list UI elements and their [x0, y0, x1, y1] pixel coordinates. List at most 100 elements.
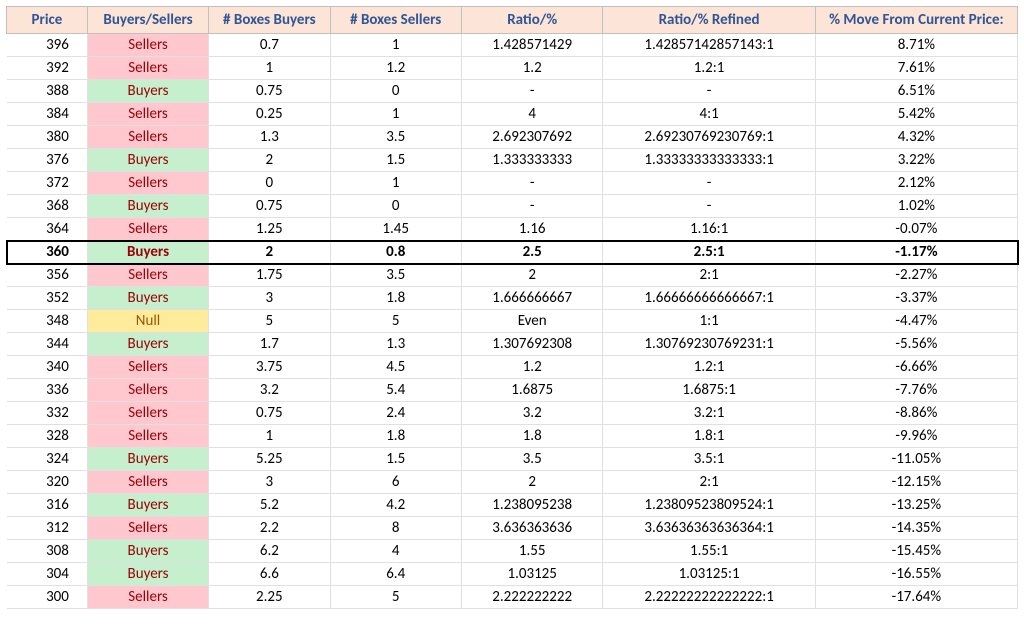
cell-rref[interactable]: 1.16:1 [603, 218, 815, 241]
cell-bs[interactable]: Sellers [87, 471, 208, 494]
cell-nbs[interactable]: 1 [330, 172, 461, 195]
cell-nbb[interactable]: 6.2 [209, 540, 330, 563]
table-row[interactable]: 368Buyers0.750--1.02% [7, 195, 1018, 218]
cell-move[interactable]: 3.22% [815, 149, 1017, 172]
cell-ratio[interactable]: - [461, 195, 603, 218]
cell-ratio[interactable]: 2 [461, 264, 603, 287]
cell-move[interactable]: -15.45% [815, 540, 1017, 563]
cell-nbb[interactable]: 3 [209, 471, 330, 494]
col-nbb[interactable]: # Boxes Buyers [209, 7, 330, 34]
cell-nbs[interactable]: 1.5 [330, 149, 461, 172]
cell-price[interactable]: 304 [7, 563, 88, 586]
cell-bs[interactable]: Sellers [87, 172, 208, 195]
cell-move[interactable]: -12.15% [815, 471, 1017, 494]
cell-nbb[interactable]: 1.3 [209, 126, 330, 149]
cell-nbs[interactable]: 5 [330, 586, 461, 609]
cell-bs[interactable]: Buyers [87, 494, 208, 517]
cell-bs[interactable]: Buyers [87, 287, 208, 310]
cell-nbb[interactable]: 2.2 [209, 517, 330, 540]
cell-bs[interactable]: Sellers [87, 425, 208, 448]
table-row[interactable]: 388Buyers0.750--6.51% [7, 80, 1018, 103]
cell-rref[interactable]: 1.2:1 [603, 356, 815, 379]
col-ratio[interactable]: Ratio/% [461, 7, 603, 34]
table-row[interactable]: 320Sellers3622:1-12.15% [7, 471, 1018, 494]
cell-nbb[interactable]: 0.7 [209, 34, 330, 57]
cell-ratio[interactable]: 3.2 [461, 402, 603, 425]
cell-move[interactable]: 7.61% [815, 57, 1017, 80]
cell-bs[interactable]: Sellers [87, 356, 208, 379]
table-row[interactable]: 380Sellers1.33.52.6923076922.69230769230… [7, 126, 1018, 149]
cell-nbs[interactable]: 6.4 [330, 563, 461, 586]
table-row[interactable]: 396Sellers0.711.4285714291.4285714285714… [7, 34, 1018, 57]
table-row[interactable]: 300Sellers2.2552.2222222222.222222222222… [7, 586, 1018, 609]
cell-ratio[interactable]: Even [461, 310, 603, 333]
cell-bs[interactable]: Sellers [87, 379, 208, 402]
cell-nbb[interactable]: 1.25 [209, 218, 330, 241]
cell-price[interactable]: 312 [7, 517, 88, 540]
col-bs[interactable]: Buyers/Sellers [87, 7, 208, 34]
cell-nbb[interactable]: 3.2 [209, 379, 330, 402]
table-row[interactable]: 332Sellers0.752.43.23.2:1-8.86% [7, 402, 1018, 425]
cell-rref[interactable]: 1.55:1 [603, 540, 815, 563]
cell-nbs[interactable]: 3.5 [330, 126, 461, 149]
cell-nbs[interactable]: 2.4 [330, 402, 461, 425]
cell-price[interactable]: 332 [7, 402, 88, 425]
cell-price[interactable]: 352 [7, 287, 88, 310]
cell-nbb[interactable]: 3 [209, 287, 330, 310]
cell-price[interactable]: 380 [7, 126, 88, 149]
cell-move[interactable]: -17.64% [815, 586, 1017, 609]
cell-nbb[interactable]: 0.75 [209, 80, 330, 103]
cell-nbs[interactable]: 1.8 [330, 425, 461, 448]
cell-bs[interactable]: Buyers [87, 540, 208, 563]
cell-nbs[interactable]: 1.3 [330, 333, 461, 356]
col-move[interactable]: % Move From Current Price: [815, 7, 1017, 34]
table-row[interactable]: 356Sellers1.753.522:1-2.27% [7, 264, 1018, 287]
cell-ratio[interactable]: 2 [461, 471, 603, 494]
table-row[interactable]: 340Sellers3.754.51.21.2:1-6.66% [7, 356, 1018, 379]
cell-bs[interactable]: Buyers [87, 563, 208, 586]
cell-rref[interactable]: 3.5:1 [603, 448, 815, 471]
cell-move[interactable]: 6.51% [815, 80, 1017, 103]
cell-move[interactable]: 8.71% [815, 34, 1017, 57]
cell-rref[interactable]: 1.03125:1 [603, 563, 815, 586]
cell-price[interactable]: 320 [7, 471, 88, 494]
cell-bs[interactable]: Buyers [87, 195, 208, 218]
cell-move[interactable]: -2.27% [815, 264, 1017, 287]
cell-move[interactable]: -4.47% [815, 310, 1017, 333]
cell-rref[interactable]: 1:1 [603, 310, 815, 333]
cell-move[interactable]: 4.32% [815, 126, 1017, 149]
cell-ratio[interactable]: 1.307692308 [461, 333, 603, 356]
cell-price[interactable]: 368 [7, 195, 88, 218]
cell-price[interactable]: 384 [7, 103, 88, 126]
cell-ratio[interactable]: 3.5 [461, 448, 603, 471]
cell-price[interactable]: 356 [7, 264, 88, 287]
cell-price[interactable]: 336 [7, 379, 88, 402]
cell-move[interactable]: -8.86% [815, 402, 1017, 425]
cell-price[interactable]: 348 [7, 310, 88, 333]
cell-nbs[interactable]: 5 [330, 310, 461, 333]
cell-rref[interactable]: - [603, 195, 815, 218]
cell-ratio[interactable]: 1.2 [461, 356, 603, 379]
cell-nbb[interactable]: 6.6 [209, 563, 330, 586]
cell-ratio[interactable]: 1.55 [461, 540, 603, 563]
cell-move[interactable]: -9.96% [815, 425, 1017, 448]
cell-ratio[interactable]: 4 [461, 103, 603, 126]
cell-move[interactable]: -16.55% [815, 563, 1017, 586]
cell-price[interactable]: 324 [7, 448, 88, 471]
table-row[interactable]: 336Sellers3.25.41.68751.6875:1-7.76% [7, 379, 1018, 402]
cell-move[interactable]: -7.76% [815, 379, 1017, 402]
cell-nbb[interactable]: 0 [209, 172, 330, 195]
cell-rref[interactable]: 2.22222222222222:1 [603, 586, 815, 609]
cell-price[interactable]: 328 [7, 425, 88, 448]
cell-nbb[interactable]: 0.75 [209, 402, 330, 425]
cell-nbb[interactable]: 1 [209, 425, 330, 448]
cell-move[interactable]: -14.35% [815, 517, 1017, 540]
cell-price[interactable]: 308 [7, 540, 88, 563]
cell-bs[interactable]: Sellers [87, 218, 208, 241]
cell-rref[interactable]: 1.2:1 [603, 57, 815, 80]
cell-bs[interactable]: Null [87, 310, 208, 333]
table-row[interactable]: 364Sellers1.251.451.161.16:1-0.07% [7, 218, 1018, 241]
cell-nbb[interactable]: 5.2 [209, 494, 330, 517]
cell-move[interactable]: -6.66% [815, 356, 1017, 379]
cell-nbs[interactable]: 4 [330, 540, 461, 563]
